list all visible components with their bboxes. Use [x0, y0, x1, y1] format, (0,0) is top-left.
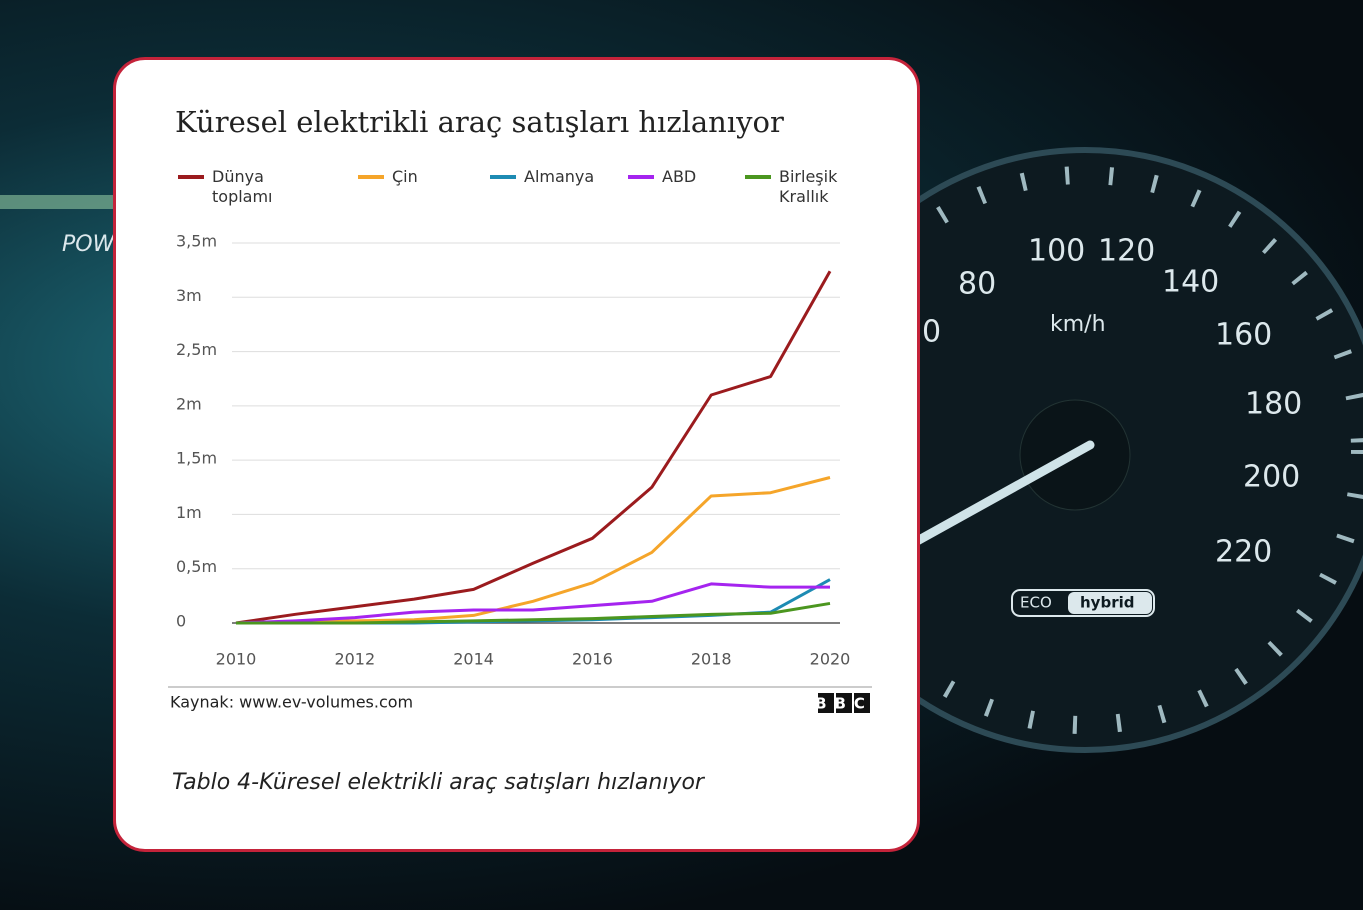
- y-tick-label: 2m: [176, 394, 202, 413]
- legend-label: Çin: [392, 167, 418, 186]
- x-tick-label: 2012: [334, 650, 375, 669]
- legend-item: Birleşik Krallık: [745, 167, 855, 207]
- legend-label: ABD: [662, 167, 697, 186]
- badge-hybrid: hybrid: [1080, 594, 1134, 612]
- unit-label: km/h: [1050, 312, 1106, 337]
- legend-label: Birleşik Krallık: [779, 167, 838, 206]
- legend-item: Almanya: [490, 167, 600, 187]
- speed-label: 160: [1215, 318, 1272, 353]
- speed-label: 220: [1215, 535, 1272, 570]
- legend-swatch: [358, 175, 384, 179]
- badge-fill: [1068, 592, 1152, 614]
- x-tick-label: 2014: [453, 650, 494, 669]
- needle: [905, 440, 1095, 550]
- speed-label: 200: [1243, 460, 1300, 495]
- legend: Dünya toplamı Çin Almanya ABD Birleşik Krall…: [178, 167, 858, 223]
- power-bar: [0, 195, 115, 209]
- logo: BBC: [815, 695, 873, 713]
- line: [235, 270, 832, 625]
- line: [236, 601, 831, 625]
- speed-label: 120: [1098, 234, 1155, 269]
- chart-title: Küresel elektrikli araç satışları hızlan…: [175, 105, 784, 139]
- speed-label: 100: [1028, 234, 1085, 269]
- x-tick-label: 2016: [572, 650, 613, 669]
- logo-box: [854, 693, 870, 713]
- speed-label: 140: [1162, 265, 1219, 300]
- legend-swatch: [628, 175, 654, 179]
- y-tick-label: 3,5m: [176, 232, 217, 251]
- x-tick-label: 2020: [810, 650, 851, 669]
- legend-item: ABD: [628, 167, 708, 187]
- caption: Tablo 4-Küresel elektrikli araç satışlar…: [172, 770, 704, 795]
- badge: [1011, 589, 1155, 617]
- y-tick-label: 2,5m: [176, 340, 217, 359]
- speed-label: 80: [958, 267, 996, 302]
- legend-label: Dünya toplamı: [212, 167, 273, 206]
- speed-label: 180: [1245, 387, 1302, 422]
- card: [113, 57, 920, 852]
- line: [235, 476, 831, 625]
- logo-box: [818, 693, 834, 713]
- badge-eco: ECO: [1020, 594, 1052, 612]
- y-tick-label: 0: [176, 612, 186, 631]
- y-tick-label: 1,5m: [176, 449, 217, 468]
- x-tick-label: 2018: [691, 650, 732, 669]
- speed-label: 0: [922, 315, 941, 350]
- legend-swatch: [745, 175, 771, 179]
- legend-item: Dünya toplamı: [178, 167, 298, 207]
- legend-item: Çin: [358, 167, 448, 187]
- legend-swatch: [178, 175, 204, 179]
- power-label: POW: [62, 232, 116, 257]
- source: Kaynak: www.ev-volumes.com: [170, 693, 413, 712]
- y-tick-label: 1m: [176, 503, 202, 522]
- x-tick-label: 2010: [216, 650, 257, 669]
- legend-swatch: [490, 175, 516, 179]
- gauge-ticks: [801, 166, 1363, 734]
- legend-label: Almanya: [524, 167, 595, 186]
- y-tick-label: 0,5m: [176, 557, 217, 576]
- logo-box: [836, 693, 852, 713]
- line: [235, 582, 830, 625]
- y-tick-label: 3m: [176, 286, 202, 305]
